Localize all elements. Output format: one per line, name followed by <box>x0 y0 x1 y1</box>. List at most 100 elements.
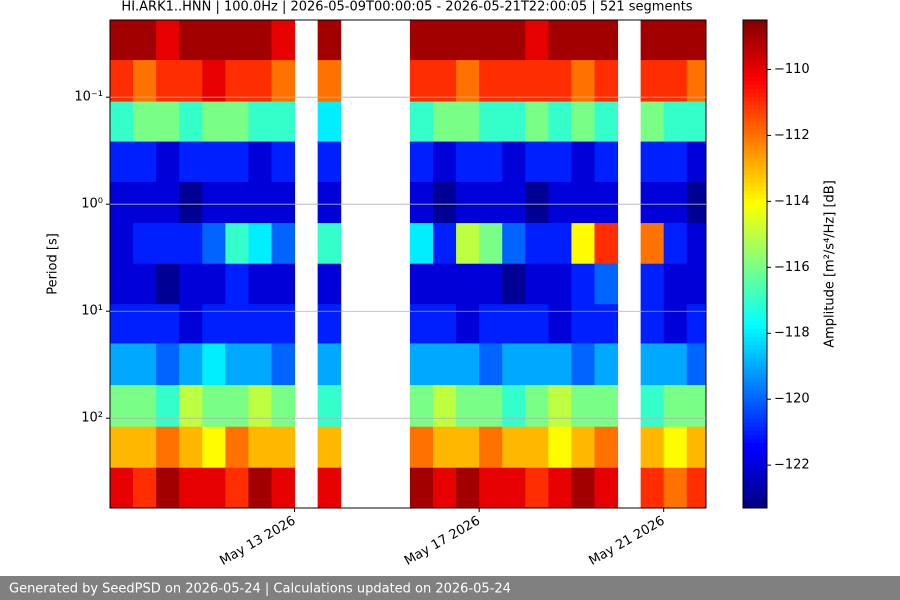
cell <box>179 181 203 224</box>
cell <box>663 101 688 143</box>
cell <box>456 467 480 509</box>
cell <box>271 101 296 143</box>
cell <box>133 385 157 428</box>
colorbar-swatch <box>743 386 767 391</box>
cell <box>317 343 342 386</box>
cell <box>502 426 526 469</box>
colorbar-swatch <box>743 394 767 399</box>
colorbar-swatch <box>743 259 767 265</box>
cell <box>202 467 226 509</box>
colorbar-swatch <box>743 426 767 432</box>
colorbar-swatch <box>743 337 767 342</box>
colorbar-swatch <box>743 174 767 180</box>
cell <box>594 304 619 344</box>
cell <box>156 385 180 428</box>
colorbar-swatch <box>743 166 767 171</box>
cell <box>686 60 707 103</box>
cell <box>179 263 203 305</box>
cell <box>225 263 249 305</box>
cell <box>640 467 665 509</box>
cell <box>271 223 296 265</box>
cell <box>202 20 226 61</box>
cell <box>110 141 134 183</box>
cell <box>432 263 457 305</box>
colorbar-swatch <box>743 211 767 216</box>
colorbar-swatch <box>743 377 767 383</box>
footer-bar <box>0 576 900 600</box>
cell <box>571 20 595 61</box>
colorbar-tick-label: −110 <box>774 62 810 77</box>
colorbar-swatch <box>743 239 767 245</box>
cell <box>686 467 707 509</box>
colorbar-swatch <box>743 353 767 359</box>
cell <box>202 343 226 386</box>
colorbar-swatch <box>743 97 767 102</box>
cell <box>271 20 296 61</box>
x-tick-label: May 21 2026 <box>587 514 668 569</box>
cell <box>156 343 180 386</box>
colorbar-swatch <box>743 146 767 151</box>
colorbar-swatch <box>743 438 767 444</box>
colorbar-swatch <box>743 418 767 424</box>
cell <box>525 60 549 103</box>
cell <box>225 20 249 61</box>
cell <box>456 101 480 143</box>
cell <box>479 467 503 509</box>
cell <box>225 304 249 344</box>
cell <box>456 385 480 428</box>
cell <box>456 263 480 305</box>
colorbar-tick-label: −112 <box>774 128 810 143</box>
colorbar-swatch <box>743 162 767 167</box>
cell <box>456 60 480 103</box>
cell <box>479 223 503 265</box>
cell <box>156 60 180 103</box>
colorbar-swatch <box>743 357 767 363</box>
colorbar-swatch <box>743 142 767 147</box>
cell <box>271 60 296 103</box>
cell <box>640 181 665 224</box>
y-axis-label: Period [s] <box>46 233 61 295</box>
cell <box>548 181 572 224</box>
cell <box>110 181 134 224</box>
cell <box>663 181 688 224</box>
colorbar-swatch <box>743 52 767 58</box>
cell <box>432 426 457 469</box>
colorbar-swatch <box>743 410 767 415</box>
cell <box>409 141 434 183</box>
cell <box>271 426 296 469</box>
cell <box>594 101 619 143</box>
cell <box>640 343 665 386</box>
colorbar-swatch <box>743 276 767 281</box>
y-tick-label: 10¹ <box>81 304 103 319</box>
y-tick-label: 10² <box>81 411 103 426</box>
cell <box>640 304 665 344</box>
colorbar-swatch <box>743 288 767 293</box>
colorbar-swatch <box>743 495 767 501</box>
cell <box>179 343 203 386</box>
cell <box>525 20 549 61</box>
cell <box>432 304 457 344</box>
cell <box>409 426 434 469</box>
cell <box>225 343 249 386</box>
cell <box>271 263 296 305</box>
colorbar-swatch <box>743 190 767 196</box>
cell <box>271 343 296 386</box>
colorbar-swatch <box>743 292 767 298</box>
colorbar-swatch <box>743 154 767 159</box>
colorbar-swatch <box>743 373 767 379</box>
colorbar-swatch <box>743 227 767 232</box>
colorbar-swatch <box>743 268 767 273</box>
colorbar-swatch <box>743 451 767 456</box>
cell <box>686 141 707 183</box>
colorbar-swatch <box>743 398 767 403</box>
colorbar-swatch <box>743 133 767 139</box>
cell <box>456 181 480 224</box>
cell <box>502 181 526 224</box>
cell <box>271 141 296 183</box>
colorbar-swatch <box>743 499 767 505</box>
cell <box>156 304 180 344</box>
cell <box>640 223 665 265</box>
plot-frame <box>109 19 707 509</box>
cell <box>525 426 549 469</box>
cell <box>179 60 203 103</box>
